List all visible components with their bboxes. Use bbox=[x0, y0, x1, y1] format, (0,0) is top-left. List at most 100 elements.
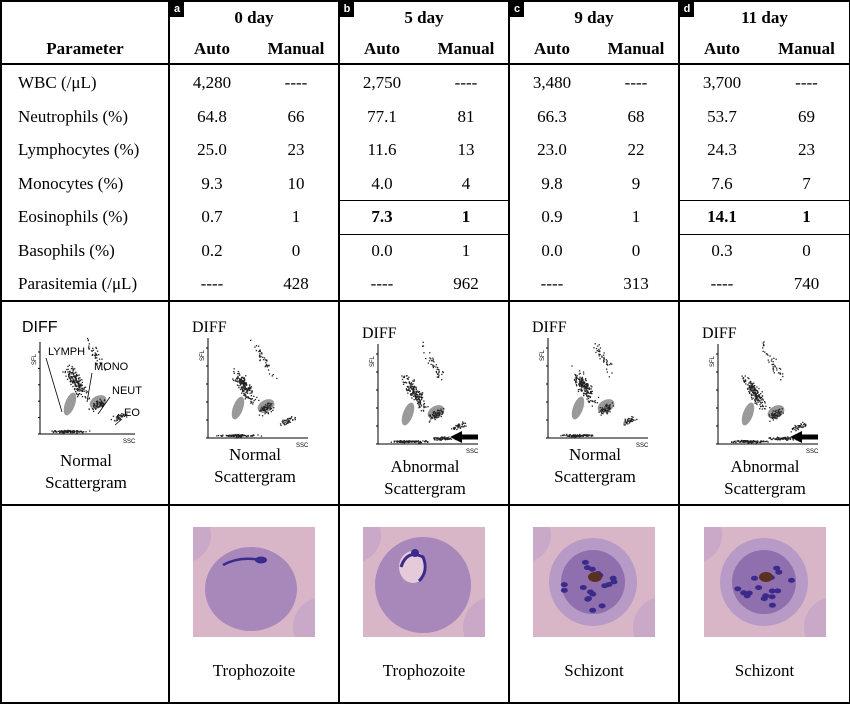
table-cell: ---- bbox=[200, 273, 224, 293]
panel-tag-b: b bbox=[340, 2, 354, 17]
table-cell: ---- bbox=[370, 273, 394, 293]
neighbor-rbc bbox=[193, 527, 211, 562]
debris-points bbox=[216, 433, 263, 438]
scattergram-legend-cell: DIFF SFL SSC LYMPH MONO NEUT EO Normal Scattergr… bbox=[0, 300, 170, 505]
table-cell: 1 bbox=[594, 200, 680, 234]
table-cell: 23 bbox=[764, 133, 850, 167]
merozoite bbox=[609, 575, 617, 581]
scatter-title: DIFF bbox=[702, 325, 737, 342]
lymph-blob bbox=[231, 396, 245, 420]
sparse-points bbox=[593, 343, 613, 378]
table-cell: 4,280 bbox=[192, 72, 232, 92]
table-cell: 0 bbox=[594, 234, 680, 268]
table-cell: 7 bbox=[764, 167, 850, 201]
y-axis-label: SFL bbox=[540, 349, 546, 361]
x-axis-label: SSC bbox=[296, 443, 309, 449]
panel-b-header: b 5 day bbox=[339, 0, 510, 34]
y-axis-label: SFL bbox=[32, 353, 38, 365]
scatter-caption-line1: Normal bbox=[569, 445, 621, 464]
parameter-name: Eosinophils (%) bbox=[0, 200, 170, 234]
table-cell: ---- bbox=[254, 64, 340, 100]
table-cell: 428 bbox=[254, 267, 340, 301]
lymph-points bbox=[741, 375, 771, 410]
abnormal-arrow-icon bbox=[450, 431, 478, 443]
eo-points bbox=[110, 413, 128, 422]
neighbor-rbc bbox=[803, 598, 826, 637]
table-cell: 14.1 bbox=[679, 200, 764, 234]
sparse-points bbox=[86, 337, 106, 371]
neut-blob bbox=[89, 395, 107, 409]
table-cell: 9.8 bbox=[541, 173, 563, 193]
table-cell: 0.9 bbox=[541, 207, 563, 227]
scatter-caption-line1: Abnormal bbox=[391, 457, 460, 476]
merozoite bbox=[585, 596, 592, 601]
table-cell: 0 bbox=[764, 233, 850, 268]
merozoite bbox=[733, 586, 741, 592]
panel-a-header: a 0 day bbox=[169, 0, 340, 34]
manual-header-11: Manual bbox=[764, 34, 850, 65]
table-cell: 69 bbox=[764, 100, 850, 134]
data-rows: WBC (/μL) 4,280 ---- 2,750 ---- 3,480 ---- 3,70… bbox=[0, 64, 850, 301]
merozoite bbox=[761, 593, 769, 599]
lymph-blob bbox=[401, 402, 415, 426]
eo-label: EO bbox=[124, 407, 140, 419]
sparse-points bbox=[250, 339, 278, 380]
neut-blob bbox=[427, 405, 445, 419]
scattergram-cell-b: DIFF SFL SSC Abnormal Scattergram bbox=[339, 300, 510, 505]
smear-empty-cell bbox=[0, 504, 170, 704]
scattergram-day-5: DIFF SFL SSC Abnormal Scattergram bbox=[362, 325, 479, 498]
panel-tag-a: a bbox=[170, 2, 184, 17]
lymph-points bbox=[232, 368, 260, 405]
table-cell: 64.8 bbox=[197, 106, 227, 126]
scattergram-cell-a: DIFF SFL SSC Normal Scattergram bbox=[169, 300, 340, 505]
merozoite bbox=[750, 575, 758, 581]
merozoite bbox=[588, 566, 596, 572]
neut-points bbox=[598, 402, 615, 416]
sparse-points bbox=[762, 341, 784, 381]
neut-points bbox=[768, 408, 784, 422]
table-cell: 0.0 bbox=[541, 240, 563, 260]
merozoite bbox=[754, 585, 762, 591]
table-cell: ---- bbox=[594, 64, 680, 100]
table-cell: 0.7 bbox=[201, 207, 223, 227]
table-row: Basophils (%) 0.2 0 0.0 1 0.0 0 0.3 0 bbox=[0, 233, 850, 268]
schizont-body bbox=[561, 550, 625, 614]
legend-scattergram: DIFF SFL SSC LYMPH MONO NEUT EO Normal Scattergr… bbox=[22, 319, 142, 492]
table-cell: 23 bbox=[254, 133, 340, 167]
auto-header-11: Auto bbox=[679, 34, 764, 65]
table-cell: 7.6 bbox=[711, 173, 733, 193]
manual-header-5: Manual bbox=[424, 34, 510, 65]
y-axis-label: SFL bbox=[710, 355, 716, 367]
table-cell: 68 bbox=[594, 100, 680, 134]
table-cell: 0 bbox=[254, 234, 340, 268]
table-cell: ---- bbox=[540, 273, 564, 293]
merozoite bbox=[579, 585, 587, 590]
lymph-blob bbox=[63, 392, 77, 416]
debris-points bbox=[560, 433, 594, 438]
scatter-caption-line2: Scattergram bbox=[554, 467, 636, 486]
debris-points bbox=[390, 440, 429, 444]
scatter-caption-line2: Scattergram bbox=[724, 479, 806, 498]
lymph-label: LYMPH bbox=[48, 346, 85, 358]
parameter-header: Parameter bbox=[0, 34, 170, 65]
smear-label-1: Trophozoite bbox=[382, 661, 466, 680]
auto-header-9: Auto bbox=[509, 34, 594, 65]
lymph-label-leader bbox=[45, 357, 63, 413]
manual-header-0: Manual bbox=[254, 34, 340, 65]
lymph-points bbox=[401, 375, 429, 412]
neut-label: NEUT bbox=[112, 385, 142, 397]
table-row: WBC (/μL) 4,280 ---- 2,750 ---- 3,480 ---- 3,70… bbox=[0, 64, 850, 100]
scatter-title: DIFF bbox=[532, 319, 567, 336]
neut-points bbox=[88, 398, 106, 412]
merozoite bbox=[787, 577, 795, 583]
eo-label-leader bbox=[114, 418, 123, 426]
table-cell: 9.3 bbox=[201, 173, 223, 193]
lymph-blob bbox=[741, 402, 755, 426]
smear-image-day-11 bbox=[703, 527, 826, 637]
neighbor-rbc bbox=[633, 598, 655, 637]
legend-caption-line2: Scattergram bbox=[45, 473, 127, 492]
scatter-caption-line1: Abnormal bbox=[731, 457, 800, 476]
scatter-title: DIFF bbox=[362, 325, 397, 342]
manual-header-9: Manual bbox=[594, 34, 680, 65]
